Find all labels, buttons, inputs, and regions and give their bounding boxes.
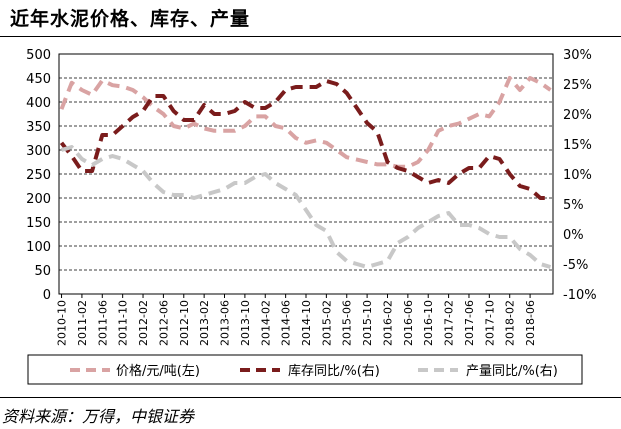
x-tick-label: 2016-06	[402, 300, 415, 346]
x-tick-label: 2012-10	[178, 300, 191, 346]
x-tick-label: 2010-10	[56, 300, 69, 346]
x-tick-label: 2011-02	[76, 300, 89, 346]
x-tick-label: 2016-02	[381, 300, 394, 346]
x-tick-label: 2011-10	[117, 300, 130, 346]
x-tick-label: 2015-06	[341, 300, 354, 346]
y-left-tick-label: 100	[26, 240, 51, 255]
y-right-tick-label: -5%	[563, 258, 588, 273]
x-tick-label: 2017-10	[483, 300, 496, 346]
legend-price-label: 价格/元/吨(左)	[116, 363, 200, 379]
y-left-tick-label: 150	[26, 216, 51, 231]
y-left-tick-label: 450	[26, 72, 51, 87]
y-axis-left: 0 50 100 150 200 250 300 350 400 450 500	[26, 48, 51, 303]
y-right-tick-label: 10%	[563, 168, 592, 183]
chart-title: 近年水泥价格、库存、产量	[10, 8, 251, 30]
legend-inventory-label: 库存同比/%(右)	[288, 363, 380, 379]
y-axis-right: -10% -5% 0% 5% 10% 15% 20% 25% 30%	[563, 48, 597, 303]
legend-output-label: 产量同比/%(右)	[466, 364, 558, 379]
x-tick-label: 2012-02	[137, 300, 150, 346]
y-right-tick-label: 15%	[563, 138, 592, 153]
y-right-tick-label: 5%	[563, 198, 584, 213]
source-divider	[0, 397, 621, 398]
y-right-tick-label: -10%	[563, 288, 597, 303]
y-right-tick-label: 30%	[563, 48, 592, 63]
y-left-tick-label: 50	[34, 264, 51, 279]
y-left-tick-label: 0	[43, 288, 51, 303]
x-tick-label: 2015-02	[320, 300, 333, 346]
x-tick-label: 2013-10	[239, 300, 252, 346]
y-right-tick-label: 20%	[563, 108, 592, 123]
x-tick-label: 2012-06	[157, 300, 170, 346]
x-tick-label: 2014-02	[259, 300, 272, 346]
y-right-tick-label: 0%	[563, 228, 584, 243]
y-right-tick-label: 25%	[563, 78, 592, 93]
y-left-tick-label: 300	[26, 144, 51, 159]
x-tick-label: 2016-10	[422, 300, 435, 346]
x-tick-label: 2015-10	[361, 300, 374, 346]
x-tick-label: 2017-02	[443, 300, 456, 346]
x-tick-label: 2014-10	[300, 300, 313, 346]
x-tick-label: 2011-06	[96, 300, 109, 346]
y-left-tick-label: 350	[26, 120, 51, 135]
x-tick-label: 2014-06	[280, 300, 293, 346]
x-tick-label: 2013-02	[198, 300, 211, 346]
y-left-tick-label: 400	[26, 96, 51, 111]
x-tick-label: 2018-02	[504, 300, 517, 346]
gridlines	[59, 77, 553, 271]
series-group	[59, 76, 552, 269]
legend-box	[27, 354, 583, 385]
y-left-tick-label: 250	[26, 168, 51, 183]
title-divider	[0, 36, 621, 37]
source-note: 资料来源：万得，中银证券	[2, 407, 195, 426]
x-tick-label: 2018-06	[524, 300, 537, 346]
price-series-line	[59, 76, 552, 169]
x-tick-label: 2017-06	[463, 300, 476, 346]
inventory-series-line	[59, 79, 551, 200]
x-axis: 2010-10 2011-02 2011-06 2011-10 2012-02 2012-…	[56, 294, 537, 346]
y-left-tick-label: 200	[26, 192, 51, 207]
y-left-tick-label: 500	[26, 48, 51, 63]
output-series-line	[60, 145, 552, 269]
x-tick-label: 2013-06	[219, 300, 232, 346]
